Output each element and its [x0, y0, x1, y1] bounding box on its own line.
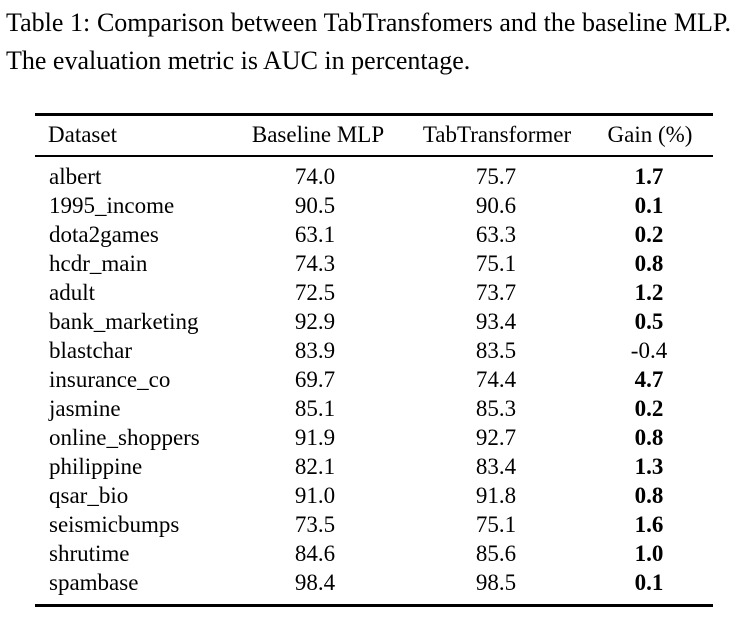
cell-gain: 1.0 — [634, 541, 664, 566]
header-gain: Gain (%) — [607, 122, 693, 147]
cell-tabtransformer: 75.1 — [475, 251, 517, 276]
table-row: philippine 82.1 83.4 1.3 — [35, 452, 713, 481]
cell-tabtransformer: 74.4 — [475, 367, 517, 392]
cell-baseline-mlp: 84.6 — [294, 541, 336, 566]
cell-gain: 0.5 — [634, 309, 664, 334]
cell-dataset: insurance_co — [49, 367, 171, 392]
cell-baseline-mlp: 82.1 — [294, 454, 336, 479]
cell-baseline-mlp: 85.1 — [294, 396, 336, 421]
header-baseline-mlp: Baseline MLP — [251, 122, 385, 147]
table-row: qsar_bio 91.0 91.8 0.8 — [35, 481, 713, 510]
cell-dataset: qsar_bio — [49, 483, 129, 508]
cell-tabtransformer: 63.3 — [475, 222, 517, 247]
table-row: dota2games 63.1 63.3 0.2 — [35, 220, 713, 249]
table-row: 1995_income 90.5 90.6 0.1 — [35, 191, 713, 220]
table-row: blastchar 83.9 83.5 -0.4 — [35, 336, 713, 365]
cell-dataset: 1995_income — [49, 193, 175, 218]
cell-baseline-mlp: 74.3 — [294, 251, 336, 276]
cell-baseline-mlp: 83.9 — [294, 338, 336, 363]
cell-gain: -0.4 — [630, 338, 668, 363]
cell-dataset: hcdr_main — [49, 251, 148, 276]
cell-gain: 1.7 — [634, 164, 664, 189]
table-row: shrutime 84.6 85.6 1.0 — [35, 539, 713, 568]
header-tabtransformer: TabTransformer — [422, 122, 572, 147]
table-row: seismicbumps 73.5 75.1 1.6 — [35, 510, 713, 539]
cell-baseline-mlp: 73.5 — [294, 512, 336, 537]
header-dataset: Dataset — [48, 122, 117, 147]
table-body: albert 74.0 75.7 1.7 1995_income 90.5 90.6 0.1 d… — [35, 162, 713, 602]
table-row: spambase 98.4 98.5 0.1 — [35, 568, 713, 597]
cell-dataset: adult — [49, 280, 95, 305]
cell-baseline-mlp: 92.9 — [294, 309, 336, 334]
table-row: jasmine 85.1 85.3 0.2 — [35, 394, 713, 423]
table-bottom-rule — [35, 604, 713, 607]
cell-tabtransformer: 90.6 — [475, 193, 517, 218]
cell-gain: 4.7 — [634, 367, 664, 392]
cell-dataset: seismicbumps — [49, 512, 180, 537]
cell-dataset: dota2games — [49, 222, 159, 247]
cell-dataset: jasmine — [49, 396, 121, 421]
cell-gain: 0.8 — [634, 251, 664, 276]
table-row: insurance_co 69.7 74.4 4.7 — [35, 365, 713, 394]
cell-gain: 0.2 — [634, 396, 664, 421]
table-row: bank_marketing 92.9 93.4 0.5 — [35, 307, 713, 336]
cell-dataset: albert — [49, 164, 102, 189]
cell-tabtransformer: 83.5 — [475, 338, 517, 363]
table-row: hcdr_main 74.3 75.1 0.8 — [35, 249, 713, 278]
cell-dataset: spambase — [49, 570, 139, 595]
table-row: adult 72.5 73.7 1.2 — [35, 278, 713, 307]
cell-gain: 0.8 — [634, 425, 664, 450]
table-header-row: Dataset Baseline MLP TabTransformer Gain… — [35, 118, 713, 152]
cell-tabtransformer: 75.1 — [475, 512, 517, 537]
cell-baseline-mlp: 91.9 — [294, 425, 336, 450]
cell-tabtransformer: 75.7 — [475, 164, 517, 189]
table-row: albert 74.0 75.7 1.7 — [35, 162, 713, 191]
cell-baseline-mlp: 74.0 — [294, 164, 336, 189]
cell-baseline-mlp: 72.5 — [294, 280, 336, 305]
cell-tabtransformer: 98.5 — [475, 570, 517, 595]
table-row: online_shoppers 91.9 92.7 0.8 — [35, 423, 713, 452]
table-top-rule — [35, 113, 713, 116]
cell-baseline-mlp: 90.5 — [294, 193, 336, 218]
cell-gain: 0.1 — [634, 570, 664, 595]
cell-tabtransformer: 73.7 — [475, 280, 517, 305]
table-caption: Table 1: Comparison between TabTransfome… — [6, 8, 731, 75]
cell-gain: 0.1 — [634, 193, 664, 218]
cell-baseline-mlp: 98.4 — [294, 570, 336, 595]
table-header-rule — [35, 155, 713, 157]
cell-gain: 0.8 — [634, 483, 664, 508]
cell-dataset: shrutime — [49, 541, 130, 566]
cell-baseline-mlp: 69.7 — [294, 367, 336, 392]
cell-dataset: bank_marketing — [49, 309, 199, 334]
cell-baseline-mlp: 63.1 — [294, 222, 336, 247]
cell-gain: 1.3 — [634, 454, 664, 479]
cell-tabtransformer: 85.6 — [475, 541, 517, 566]
cell-gain: 1.6 — [634, 512, 664, 537]
cell-dataset: online_shoppers — [49, 425, 200, 450]
cell-baseline-mlp: 91.0 — [294, 483, 336, 508]
cell-tabtransformer: 83.4 — [475, 454, 517, 479]
cell-dataset: philippine — [49, 454, 143, 479]
cell-dataset: blastchar — [49, 338, 133, 363]
cell-tabtransformer: 93.4 — [475, 309, 517, 334]
cell-gain: 1.2 — [634, 280, 664, 305]
cell-tabtransformer: 91.8 — [475, 483, 517, 508]
cell-tabtransformer: 92.7 — [475, 425, 517, 450]
cell-gain: 0.2 — [634, 222, 664, 247]
cell-tabtransformer: 85.3 — [475, 396, 517, 421]
